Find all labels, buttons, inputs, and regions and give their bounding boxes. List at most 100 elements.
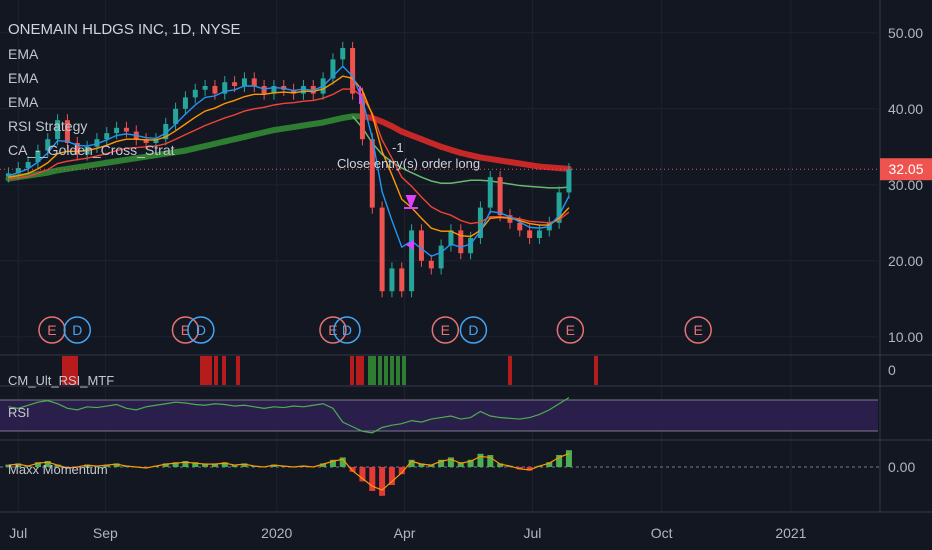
- momentum-bar: [231, 464, 238, 467]
- momentum-bar: [516, 467, 523, 470]
- cm-signal-bar: [222, 356, 226, 385]
- indicator-ema-3[interactable]: EMA: [8, 94, 39, 110]
- momentum-bar: [565, 450, 572, 467]
- candle-body: [123, 127, 129, 132]
- cm-ult-rsi-pane: [62, 356, 598, 385]
- cm-signal-bar: [594, 356, 598, 385]
- candle-body: [232, 82, 238, 86]
- momentum-bar: [546, 462, 553, 467]
- momentum-bar: [211, 463, 218, 467]
- x-tick-label: Apr: [394, 525, 416, 541]
- cm-signal-bar: [204, 356, 208, 385]
- candle-body: [192, 89, 198, 98]
- x-tick-label: Jul: [523, 525, 541, 541]
- dividend-marker: [63, 316, 92, 344]
- momentum-bar: [447, 457, 454, 467]
- candle-body: [64, 120, 70, 143]
- momentum-bar: [270, 464, 277, 467]
- dividend-marker-label: D: [72, 322, 82, 338]
- candle-body: [556, 192, 562, 223]
- rsi-line: [8, 397, 570, 434]
- earnings-marker: [319, 316, 347, 344]
- dividend-marker: [333, 316, 361, 344]
- candle-body: [153, 139, 159, 143]
- y-tick-label: 40.00: [888, 101, 923, 117]
- earnings-marker-label: E: [566, 322, 575, 338]
- candle-body: [369, 139, 375, 208]
- candle-body: [507, 215, 513, 223]
- candle-body: [340, 48, 346, 60]
- cm-signal-bar: [350, 356, 354, 385]
- momentum-bar: [428, 464, 435, 467]
- momentum-bar: [241, 463, 248, 467]
- candle-body: [300, 86, 306, 94]
- earnings-marker-label: E: [694, 322, 703, 338]
- candle-body: [497, 177, 503, 216]
- momentum-bar: [202, 463, 209, 467]
- cm-ult-rsi-label[interactable]: CM_Ult_RSI_MTF: [8, 373, 115, 388]
- indicator-ema-1[interactable]: EMA: [8, 46, 39, 62]
- cm-signal-bar: [368, 356, 372, 385]
- candle-body: [487, 177, 493, 208]
- cm-signal-bar: [62, 356, 66, 385]
- candle-body: [517, 222, 523, 231]
- sell-signal-arrow: [404, 195, 418, 209]
- y-tick-label: 10.00: [888, 329, 923, 345]
- cm-signal-bar: [372, 356, 376, 385]
- indicator-ema-2[interactable]: EMA: [8, 70, 39, 86]
- cm-signal-bar: [200, 356, 204, 385]
- candle-body: [5, 173, 11, 177]
- candle-body: [55, 120, 61, 140]
- momentum-bar: [192, 462, 199, 467]
- dividend-marker: [187, 316, 215, 344]
- candle-body: [271, 86, 277, 94]
- candle-body: [173, 108, 179, 124]
- candle-body: [399, 268, 405, 292]
- momentum-pane: [0, 450, 880, 496]
- momentum-signal-line: [8, 453, 570, 491]
- momentum-bar: [438, 459, 445, 467]
- rsi-label[interactable]: RSI: [8, 405, 30, 420]
- candle-body: [261, 86, 267, 94]
- earnings-marker-label: E: [181, 322, 190, 338]
- indicator-golden-cross[interactable]: CA_-_Golden_Cross_Strat: [8, 142, 175, 158]
- last-price-badge: [880, 158, 932, 181]
- candle-body: [379, 207, 385, 292]
- momentum-bar: [398, 467, 405, 475]
- earnings-marker: [684, 316, 712, 344]
- candle-body: [182, 97, 188, 109]
- candle-body: [536, 230, 542, 238]
- candle-body: [418, 230, 424, 261]
- cm-signal-bar: [508, 356, 512, 385]
- rsi-band: [0, 400, 878, 431]
- y-tick-label: 50.00: [888, 25, 923, 41]
- candle-body: [35, 150, 41, 162]
- momentum-bar: [103, 464, 110, 467]
- momentum-bar: [221, 462, 228, 467]
- momentum-bar: [487, 455, 494, 467]
- cm-signal-bar: [70, 356, 74, 385]
- momentum-bar: [388, 467, 395, 485]
- cm-signal-bar: [74, 356, 78, 385]
- momentum-bar: [556, 455, 563, 467]
- candle-body: [202, 86, 208, 90]
- order-text-label: Close entry(s) order long: [337, 156, 480, 171]
- earnings-marker-label: E: [47, 322, 56, 338]
- cm-signal-bar: [396, 356, 400, 385]
- momentum-bar: [349, 467, 356, 472]
- momentum-label[interactable]: Maxx Momentum: [8, 462, 108, 477]
- momentum-bar: [359, 467, 366, 482]
- candle-body: [15, 168, 21, 174]
- candle-body: [143, 139, 149, 143]
- candle-body: [428, 260, 434, 269]
- momentum-bar: [408, 459, 415, 467]
- momentum-bar: [526, 467, 533, 471]
- candle-body: [114, 127, 120, 134]
- momentum-bar: [113, 463, 120, 467]
- y-tick-label: 20.00: [888, 253, 923, 269]
- cm-signal-bar: [402, 356, 406, 385]
- indicator-rsi-strategy[interactable]: RSI Strategy: [8, 118, 88, 134]
